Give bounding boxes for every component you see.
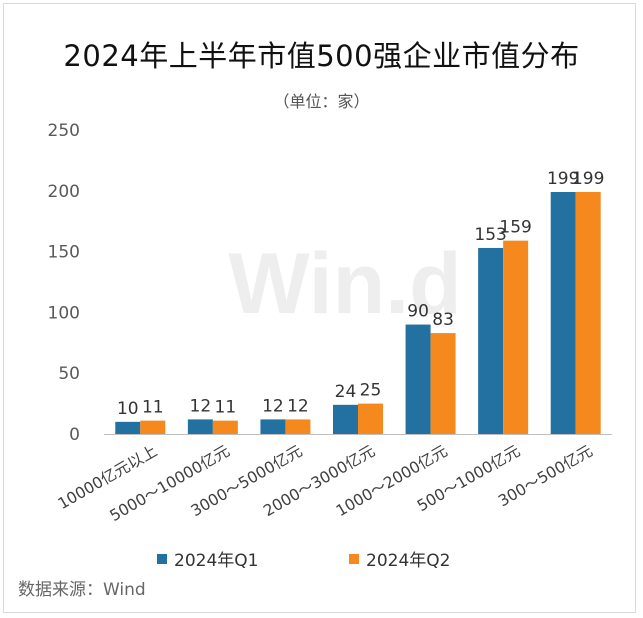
bar-q1: [260, 419, 286, 434]
bar-q1: [187, 419, 213, 434]
data-label: 11: [142, 398, 164, 418]
legend-item-q2: 2024年Q2: [349, 546, 450, 571]
legend-swatch-q2: [349, 553, 359, 564]
bar-q2: [140, 420, 166, 434]
bar-q1: [478, 247, 504, 434]
legend-label-q1: 2024年Q1: [174, 551, 259, 571]
legend-item-q1: 2024年Q1: [157, 546, 258, 571]
data-label: 12: [190, 396, 212, 416]
source-note: 数据来源：Wind: [18, 580, 146, 600]
data-label: 12: [262, 396, 284, 416]
bar-q2: [503, 240, 529, 434]
data-label: 199: [572, 169, 604, 189]
watermark: Win.d: [228, 236, 461, 332]
data-label: 12: [287, 396, 309, 416]
data-label: 83: [432, 310, 454, 330]
data-label: 24: [335, 382, 357, 402]
data-label: 25: [360, 381, 382, 401]
data-label: 153: [474, 225, 506, 245]
y-tick-label: 200: [48, 182, 80, 202]
data-label: 10: [117, 399, 139, 419]
bar-q1: [333, 404, 358, 434]
data-label: 159: [499, 218, 531, 238]
y-tick-label: 0: [69, 425, 80, 445]
y-tick-label: 100: [48, 303, 80, 323]
data-label: 199: [547, 169, 579, 189]
legend-swatch-q1: [157, 553, 167, 564]
legend-label-q2: 2024年Q2: [366, 551, 451, 571]
y-tick-label: 250: [48, 121, 80, 141]
bar-q2: [430, 333, 456, 434]
bar-q1: [550, 192, 576, 434]
bar-q2: [212, 420, 238, 434]
bar-q2: [575, 192, 601, 434]
chart-title: 2024年上半年市值500强企业市值分布: [63, 39, 580, 73]
bar-q2: [285, 419, 311, 434]
data-label: 90: [407, 302, 429, 322]
chart-subtitle: （单位：家）: [273, 92, 370, 111]
x-tick-label: 5000～10000亿元: [107, 442, 233, 525]
y-tick-label: 50: [58, 364, 80, 384]
bar-q2: [358, 403, 383, 434]
chart-frame: [3, 3, 636, 613]
y-tick-label: 150: [48, 243, 80, 263]
bar-q1: [405, 324, 431, 434]
bar-q1: [115, 421, 141, 434]
data-label: 11: [215, 398, 237, 418]
